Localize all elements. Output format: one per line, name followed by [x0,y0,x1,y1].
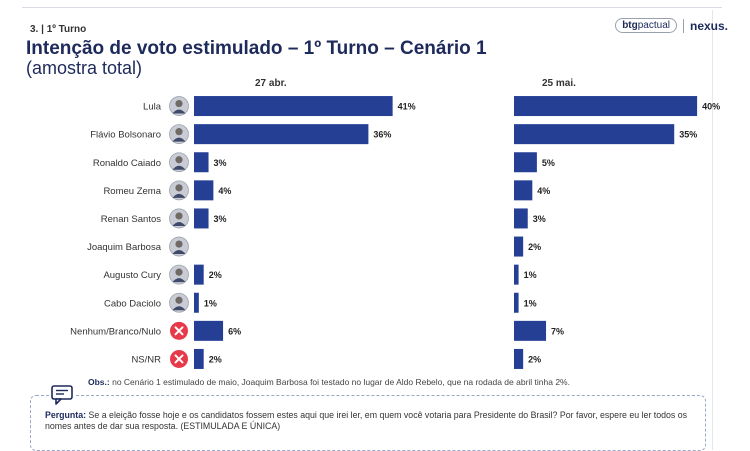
bar-1-romeu-zema [194,180,214,201]
value-label-2-lula: 40% [702,102,720,112]
bar-2-ronaldo-caiado [514,152,537,173]
category-label-augusto-cury: Augusto Cury [103,270,161,281]
bar-1-ns-nr [194,348,204,369]
observation-text: no Cenário 1 estimulado de maio, Joaquim… [109,377,570,387]
bar-1-renan-santos [194,208,209,229]
bar-1-cabo-daciolo [194,292,199,313]
bar-chart: Lula 41% 40% Flávio Bolsonaro 36% 35% Ronaldo … [70,96,720,369]
category-label-renan-santos: Renan Santos [101,214,161,225]
bar-1-augusto-cury [194,264,204,285]
btg-logo-bold: btg [622,20,638,31]
bar-2-lula [514,96,698,117]
category-label-joaquim-barbosa: Joaquim Barbosa [87,242,162,253]
x-icon [170,349,188,368]
bar-1-lula [194,96,393,117]
btg-pactual-logo: btg pactual [615,18,677,33]
value-label-1-cabo-daciolo: 1% [204,298,217,308]
bar-2-flavio-bolsonaro [514,124,675,145]
value-label-1-nenhum-branco-nulo: 6% [228,326,241,336]
category-label-cabo-daciolo: Cabo Daciolo [104,298,161,309]
value-label-2-romeu-zema: 4% [537,186,550,196]
value-label-2-augusto-cury: 1% [524,270,537,280]
bar-2-joaquim-barbosa [514,236,524,257]
question-label: Pergunta: [45,410,87,420]
avatar-romeu-zema [169,180,189,201]
bar-2-nenhum-branco-nulo [514,320,547,341]
value-label-2-ns-nr: 2% [528,354,541,364]
value-label-1-augusto-cury: 2% [209,270,222,280]
value-label-1-romeu-zema: 4% [218,186,231,196]
chat-bubble-icon [50,385,74,405]
question-box: Pergunta: Se a eleição fosse hoje e os c… [30,395,706,451]
brand-separator [682,18,684,33]
value-label-1-lula: 41% [398,102,416,112]
bar-1-flavio-bolsonaro [194,124,369,145]
btg-logo-regular: pactual [637,20,670,31]
value-label-1-ronaldo-caiado: 3% [214,158,227,168]
value-label-2-joaquim-barbosa: 2% [528,242,541,252]
bar-2-renan-santos [514,208,528,229]
category-label-romeu-zema: Romeu Zema [103,186,161,197]
bar-2-romeu-zema [514,180,533,201]
right-divider [712,10,713,450]
category-label-flavio-bolsonaro: Flávio Bolsonaro [90,130,161,141]
value-label-1-renan-santos: 3% [214,214,227,224]
top-divider [22,7,722,8]
bar-2-cabo-daciolo [514,292,519,313]
brand-logos: btg pactual nexus. [615,18,728,33]
period-label-2: 25 mai. [542,78,576,89]
chart-title: Intenção de voto estimulado – 1º Turno –… [26,38,487,59]
value-label-1-flavio-bolsonaro: 36% [373,130,391,140]
avatar-renan-santos [169,208,189,229]
avatar-lula [169,96,189,116]
bar-1-nenhum-branco-nulo [194,320,224,341]
bar-2-ns-nr [514,348,524,369]
value-label-1-ns-nr: 2% [209,354,222,364]
observation-label: Obs.: [88,377,110,387]
avatar-augusto-cury [169,264,189,285]
observation-note: Obs.: no Cenário 1 estimulado de maio, J… [88,377,570,387]
category-label-ns-nr: NS/NR [131,354,161,365]
value-label-2-nenhum-branco-nulo: 7% [551,326,564,336]
value-label-2-cabo-daciolo: 1% [524,298,537,308]
avatar-joaquim-barbosa [169,236,189,257]
category-label-ronaldo-caiado: Ronaldo Caiado [93,158,161,169]
chart-subtitle: (amostra total) [26,58,143,78]
x-icon [170,321,188,340]
avatar-flavio-bolsonaro [169,124,189,145]
question-text: Se a eleição fosse hoje e os candidatos … [45,410,688,431]
value-label-2-ronaldo-caiado: 5% [542,158,555,168]
category-label-nenhum-branco-nulo: Nenhum/Branco/Nulo [70,326,161,337]
avatar-cabo-daciolo [169,292,189,313]
section-label: 3. | 1º Turno [30,24,87,35]
avatar-ronaldo-caiado [169,152,189,173]
category-label-lula: Lula [143,102,162,113]
period-label-1: 27 abr. [255,78,287,89]
bar-1-ronaldo-caiado [194,152,209,173]
bar-2-augusto-cury [514,264,519,285]
nexus-logo: nexus. [689,18,728,33]
value-label-2-renan-santos: 3% [533,214,546,224]
value-label-2-flavio-bolsonaro: 35% [679,130,697,140]
